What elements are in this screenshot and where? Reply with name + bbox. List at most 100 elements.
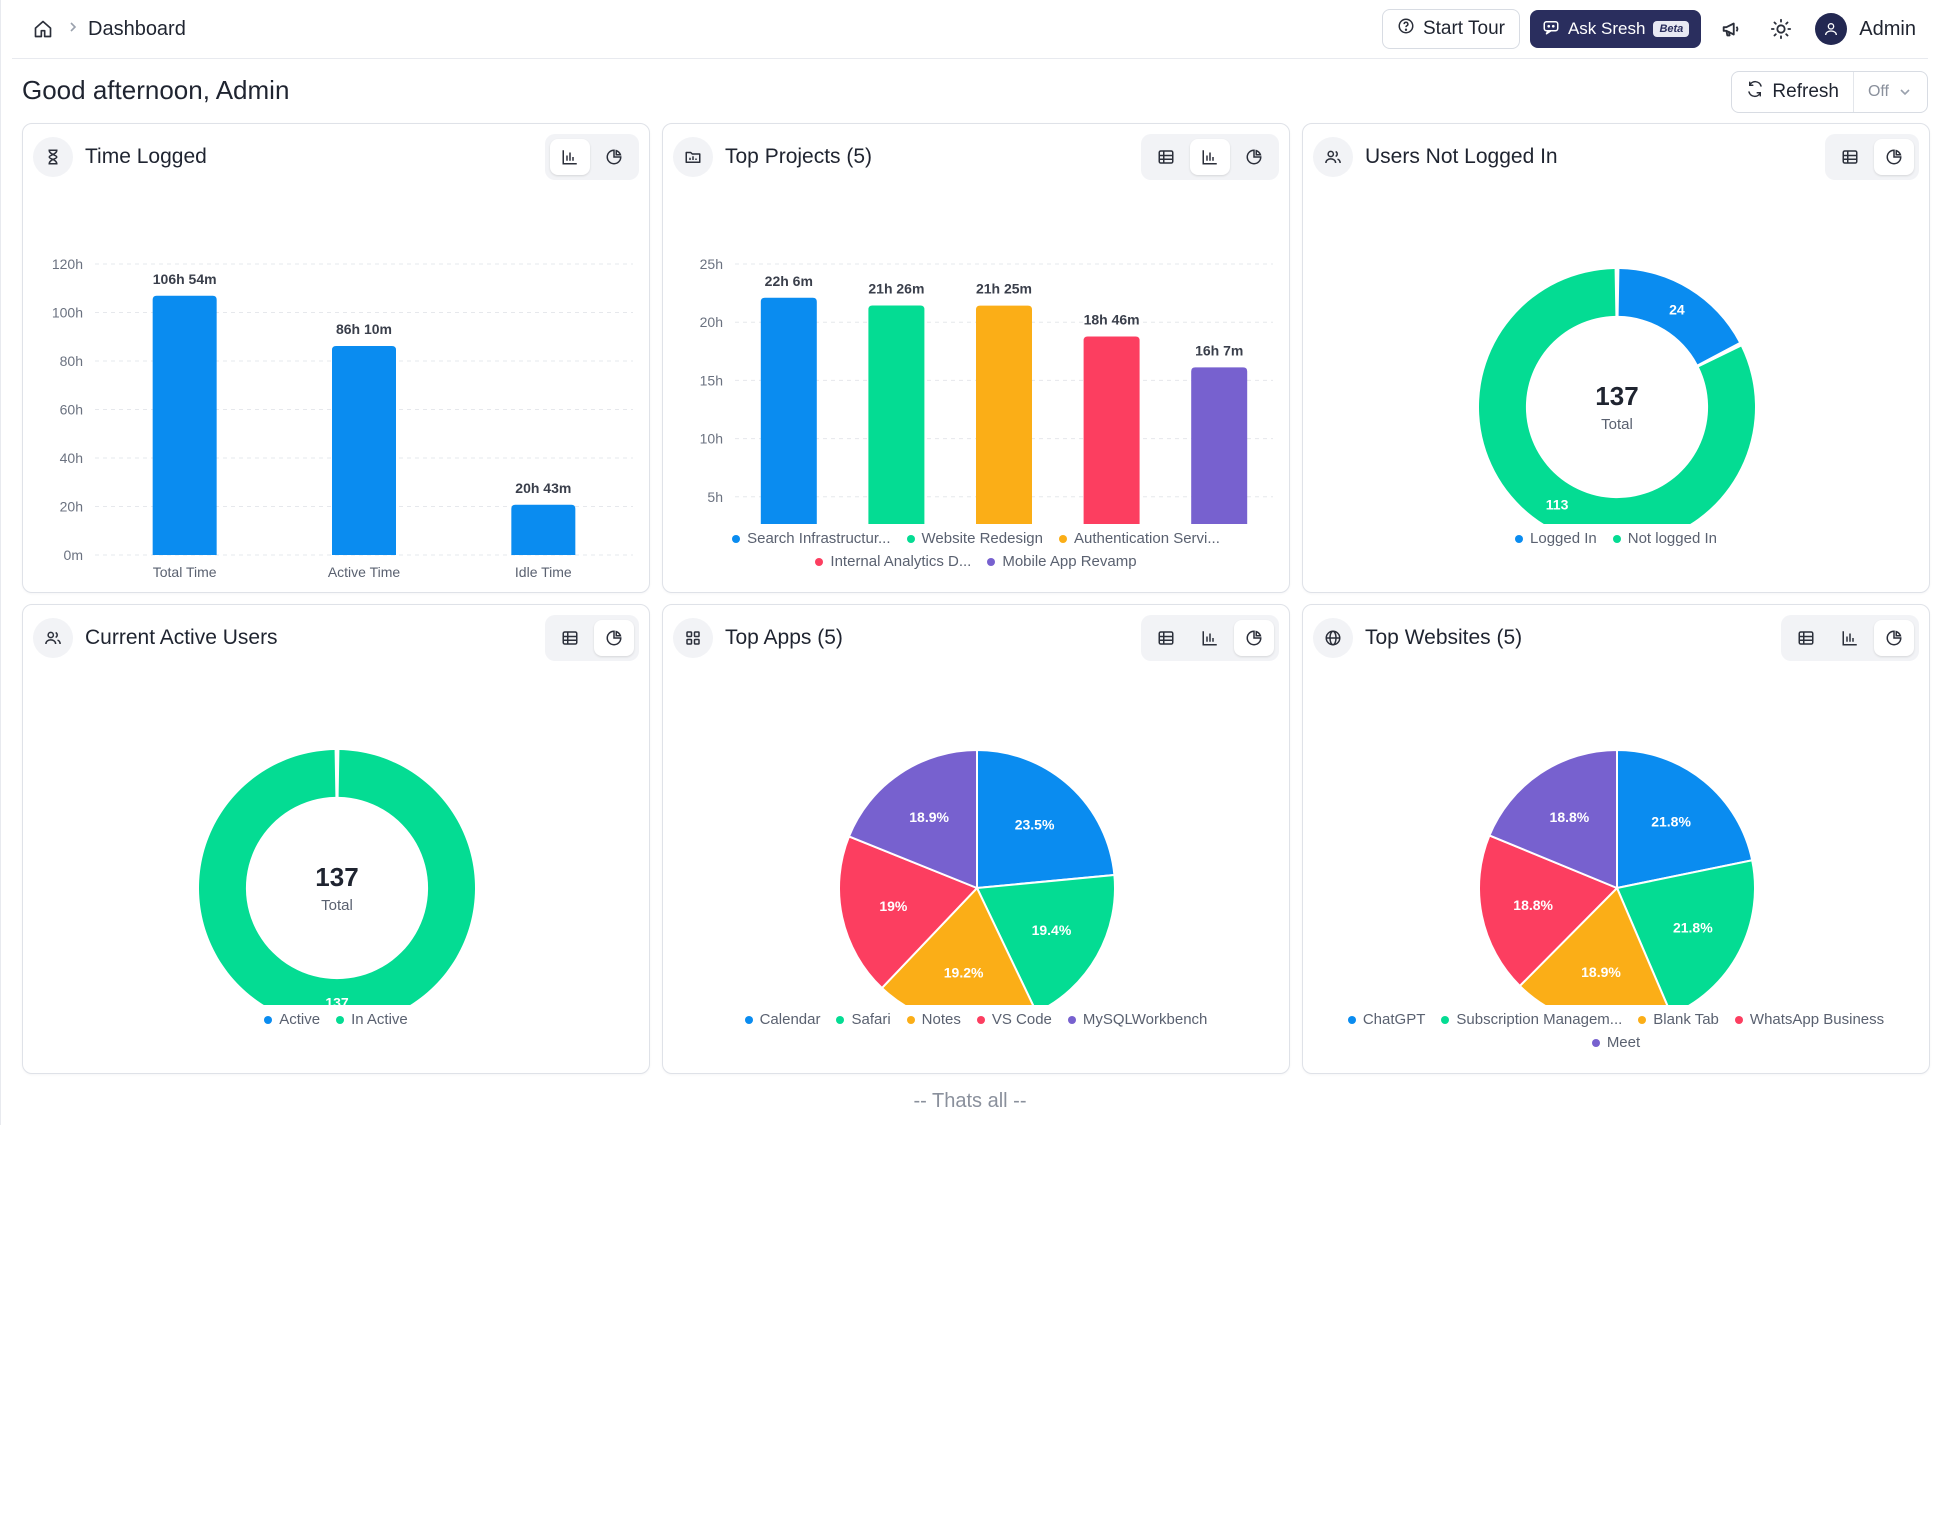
legend-label: Search Infrastructur... (747, 530, 891, 547)
legend-item[interactable]: Authentication Servi... (1058, 530, 1220, 547)
legend-item[interactable]: Internal Analytics D... (815, 553, 971, 570)
y-tick-label: 15h (700, 372, 723, 388)
y-tick-label: 120h (52, 256, 83, 272)
legend-label: ChatGPT (1362, 1011, 1426, 1028)
ask-sresh-button[interactable]: Ask Sresh Beta (1529, 10, 1702, 48)
pie-chart-icon[interactable] (1874, 139, 1914, 175)
legend-label: Not logged In (1627, 530, 1717, 547)
legend-item[interactable]: ChatGPT (1347, 1011, 1426, 1028)
table-icon[interactable] (1830, 139, 1870, 175)
current-active-users-card: Current Active Users 137 137 Total Active I… (22, 604, 650, 1074)
card-title: Users Not Logged In (1365, 145, 1558, 168)
legend-swatch (1067, 1015, 1076, 1024)
pie-slice (1479, 269, 1755, 524)
sun-icon[interactable] (1761, 9, 1801, 49)
legend-item[interactable]: Meet (1591, 1034, 1640, 1051)
legend-swatch (987, 557, 996, 566)
legend-item[interactable]: Mobile App Revamp (987, 553, 1137, 570)
legend-item[interactable]: Active (264, 1011, 320, 1028)
legend-swatch (1734, 1015, 1743, 1024)
y-tick-label: 60h (60, 402, 83, 418)
start-tour-label: Start Tour (1422, 18, 1505, 39)
time-logged-chart: 0m 20h 40h 60h 80h 100h 120h 106h 54m Total Time… (52, 256, 633, 580)
legend-item[interactable]: Website Redesign (906, 530, 1043, 547)
bar-value-label: 22h 6m (765, 273, 813, 289)
chat-bot-icon (1542, 18, 1560, 41)
legend-item[interactable]: VS Code (976, 1011, 1052, 1028)
pie-chart-icon[interactable] (594, 620, 634, 656)
bar-chart-icon[interactable] (1190, 620, 1230, 656)
pie-chart-icon[interactable] (594, 139, 634, 175)
table-icon[interactable] (1146, 620, 1186, 656)
legend-item[interactable]: Subscription Managem... (1441, 1011, 1622, 1028)
legend-swatch (336, 1015, 345, 1024)
legend-item[interactable]: WhatsApp Business (1734, 1011, 1884, 1028)
start-tour-button[interactable]: Start Tour (1381, 9, 1520, 49)
legend-item[interactable]: Not logged In (1612, 530, 1717, 547)
table-icon[interactable] (1786, 620, 1826, 656)
legend-item[interactable]: Calendar (744, 1011, 820, 1028)
bar-chart-icon[interactable] (1830, 620, 1870, 656)
bar (760, 297, 817, 524)
pie-chart-icon[interactable] (1234, 620, 1274, 656)
refresh-label: Refresh (1772, 81, 1839, 102)
slice-value-label: 19.4% (1032, 922, 1072, 938)
user-icon (1815, 13, 1848, 45)
megaphone-icon[interactable] (1711, 9, 1751, 49)
folder-chart-icon (673, 137, 713, 177)
chart-legend: Calendar Safari Notes VS Code MySQLWorkbench (683, 1011, 1269, 1028)
pie-chart-icon[interactable] (1874, 620, 1914, 656)
ask-sresh-label: Ask Sresh (1567, 19, 1646, 38)
pie-slice (880, 886, 1035, 1005)
y-tick-label: 100h (52, 305, 83, 321)
time-logged-card: Time Logged 0m 20h 40h 60h 80h 100h 120h 106h 5… (22, 123, 650, 593)
card-title: Top Projects (5) (725, 145, 873, 168)
legend-item[interactable]: Blank Tab (1638, 1011, 1719, 1028)
bar-chart-icon[interactable] (550, 139, 590, 175)
donut-center-label: Total (321, 897, 353, 914)
bar (511, 504, 576, 555)
pie-slice (1518, 886, 1669, 1005)
bar-value-label: 18h 46m (1084, 312, 1140, 328)
donut-center-value: 137 (1595, 381, 1638, 411)
legend-item[interactable]: MySQLWorkbench (1067, 1011, 1207, 1028)
donut-center-label: Total (1601, 416, 1633, 433)
donut-center-value: 137 (315, 862, 358, 892)
help-circle-icon (1397, 17, 1415, 41)
refresh-control: Refresh Off (1731, 71, 1928, 113)
pie-slice (1618, 269, 1739, 365)
legend-item[interactable]: Safari (836, 1011, 891, 1028)
refresh-interval-select[interactable]: Off (1854, 72, 1927, 112)
x-tick-label: Total Time (153, 564, 217, 580)
card-title: Top Apps (5) (725, 626, 843, 649)
view-toggle (545, 615, 639, 661)
slice-value-label: 23.5% (1015, 817, 1055, 833)
table-icon[interactable] (1146, 139, 1186, 175)
bar-chart-icon[interactable] (1190, 139, 1230, 175)
table-icon[interactable] (550, 620, 590, 656)
home-icon[interactable] (28, 14, 58, 44)
legend-swatch (1638, 1015, 1647, 1024)
chart-legend: Active In Active (43, 1011, 629, 1028)
pie-slice (1478, 834, 1619, 988)
hourglass-icon (33, 137, 73, 177)
users-not-logged-in-chart: 24 113 137 Total (1479, 269, 1755, 524)
globe-icon (1313, 618, 1353, 658)
page-left-border (0, 0, 1, 1125)
legend-item[interactable]: Logged In (1515, 530, 1597, 547)
user-menu[interactable]: Admin (1815, 13, 1916, 45)
legend-swatch (815, 557, 824, 566)
legend-swatch (1515, 534, 1524, 543)
top-bar: Dashboard Start Tour Ask Sresh Beta Admi… (12, 0, 1928, 59)
legend-label: VS Code (991, 1011, 1052, 1028)
legend-label: Website Redesign (921, 530, 1043, 547)
legend-swatch (744, 1015, 753, 1024)
legend-item[interactable]: In Active (336, 1011, 408, 1028)
legend-item[interactable]: Search Infrastructur... (732, 530, 891, 547)
refresh-button[interactable]: Refresh (1732, 72, 1854, 112)
pie-chart-icon[interactable] (1234, 139, 1274, 175)
slice-value-label: 18.8% (1513, 897, 1553, 913)
slice-value-label: 21.8% (1673, 920, 1713, 936)
bar-value-label: 86h 10m (336, 321, 392, 337)
legend-item[interactable]: Notes (906, 1011, 961, 1028)
